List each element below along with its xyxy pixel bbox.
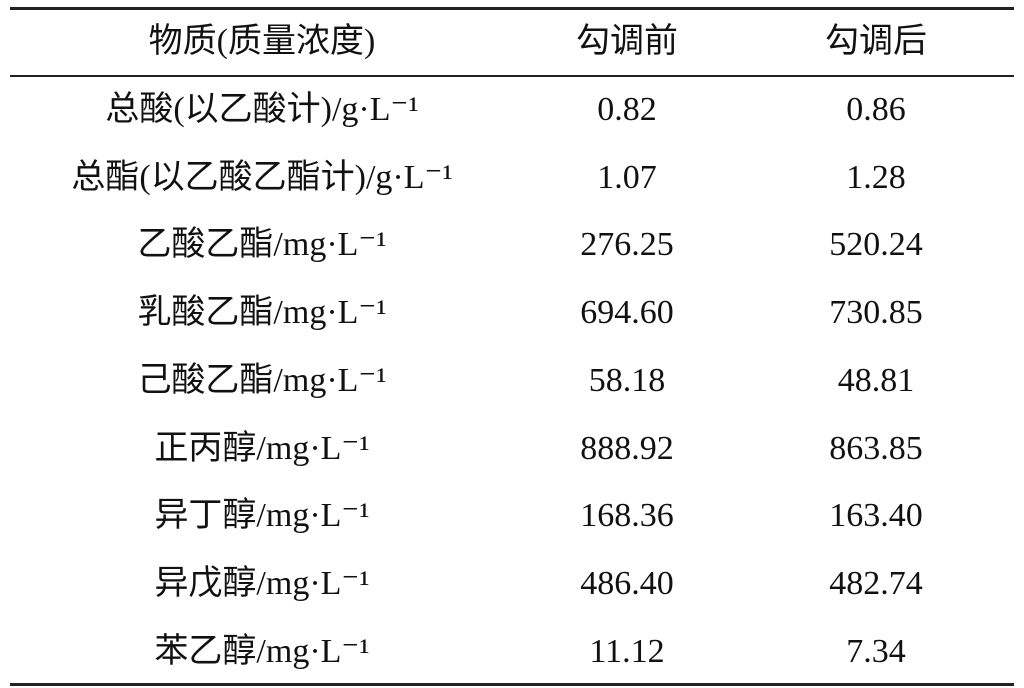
- value-cell: 58.18: [588, 361, 666, 399]
- value-cell: 520.24: [829, 226, 923, 264]
- row-label: 乳酸乙酯/mg·L⁻¹: [137, 294, 387, 332]
- value-cell: 48.81: [837, 361, 915, 399]
- value-cell: 888.92: [580, 429, 674, 467]
- header-cell: 勾调后: [825, 23, 927, 60]
- header-cell: 勾调前: [576, 23, 678, 60]
- value-cell: 0.82: [597, 91, 657, 128]
- row-label: 己酸乙酯/mg·L⁻¹: [137, 361, 387, 399]
- bottom-rule: [10, 683, 1014, 686]
- value-cell: 7.34: [846, 632, 906, 670]
- value-cell: 276.25: [580, 226, 674, 264]
- value-cell: 694.60: [580, 294, 674, 332]
- value-cell: 486.40: [580, 564, 674, 602]
- value-cell: 163.40: [829, 497, 923, 535]
- value-cell: 1.07: [597, 158, 657, 196]
- value-cell: 168.36: [580, 497, 674, 535]
- row-label: 乙酸乙酯/mg·L⁻¹: [137, 226, 387, 264]
- row-label: 异丁醇/mg·L⁻¹: [154, 497, 370, 535]
- value-cell: 11.12: [589, 632, 665, 670]
- row-label: 总酯(以乙酸乙酯计)/g·L⁻¹: [71, 158, 453, 196]
- header-rule: [10, 75, 1014, 77]
- value-cell: 482.74: [829, 564, 923, 602]
- value-cell: 0.86: [846, 91, 906, 128]
- header-cell: 物质(质量浓度): [148, 23, 376, 60]
- row-label: 正丙醇/mg·L⁻¹: [154, 429, 370, 467]
- row-label: 异戊醇/mg·L⁻¹: [154, 564, 370, 602]
- value-cell: 730.85: [829, 294, 923, 332]
- row-label: 总酸(以乙酸计)/g·L⁻¹: [105, 91, 419, 128]
- value-cell: 1.28: [846, 158, 906, 196]
- row-label: 苯乙醇/mg·L⁻¹: [154, 632, 370, 670]
- top-rule: [10, 7, 1014, 10]
- value-cell: 863.85: [829, 429, 923, 467]
